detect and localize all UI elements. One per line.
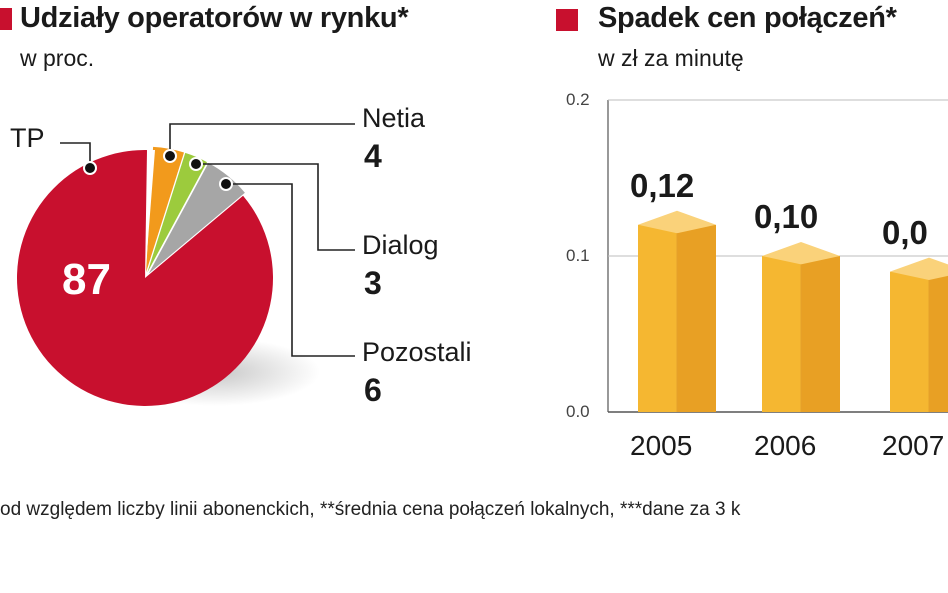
bar-2005 [638, 210, 716, 412]
bar-2006 [762, 242, 840, 412]
slice-label-pozostali: Pozostali [362, 337, 472, 367]
bar-value-label: 0,10 [754, 198, 819, 235]
pie-title-marker [0, 8, 12, 30]
slice-value-tp: 87 [62, 255, 111, 304]
bar-value-label: 0,12 [630, 166, 695, 204]
bar-subtitle: w zł za minutę [598, 45, 744, 71]
bar-side [677, 224, 716, 412]
bar-2007 [890, 257, 948, 412]
bar-side [929, 271, 948, 412]
bar-title: Spadek cen połączeń* [598, 2, 897, 34]
bar-face [638, 224, 677, 412]
x-tick-label: 2005 [630, 430, 693, 461]
bar-chart [638, 210, 948, 412]
slice-value-pozostali: 6 [364, 372, 382, 408]
x-tick-label: 2006 [754, 430, 817, 461]
leader-line-tp [60, 142, 91, 168]
leader-dot-tp [83, 161, 97, 175]
slice-value-netia: 4 [364, 138, 382, 174]
leader-dot-pozostali [219, 177, 233, 191]
bar-top [762, 242, 840, 265]
leader-line-dialog [196, 163, 355, 251]
bar-value-label: 0,0 [882, 213, 928, 251]
y-tick-label: 0.1 [566, 246, 590, 265]
x-tick-label: 2007 [882, 430, 945, 461]
slice-label-dialog: Dialog [362, 230, 439, 260]
leader-line-pozostali [226, 183, 355, 357]
slice-value-dialog: 3 [364, 265, 382, 301]
pie-slice-dialog [147, 152, 208, 273]
pie-slice-pozostali [148, 163, 245, 274]
bar-side [801, 256, 840, 412]
bar-face [762, 256, 801, 412]
leader-dot-netia [163, 149, 177, 163]
footnote: od względem liczby linii abonenckich, **… [0, 499, 741, 520]
bar-top [890, 257, 948, 280]
y-tick-label: 0.2 [566, 90, 590, 109]
bar-face [890, 271, 929, 412]
slice-label-netia: Netia [362, 103, 426, 133]
y-tick-label: 0.0 [566, 402, 590, 421]
pie-subtitle: w proc. [20, 45, 95, 71]
slice-label-tp: TP [10, 123, 45, 153]
pie-chart [17, 146, 274, 406]
pie-leader-lines [60, 123, 355, 357]
pie-slice-netia [146, 146, 185, 273]
pie-title: Udziały operatorów w rynku* [20, 2, 409, 34]
leader-line-netia [169, 123, 355, 156]
bar-top [638, 210, 716, 234]
pie-gap [145, 150, 155, 278]
bar-title-marker [556, 9, 578, 31]
leader-dot-dialog [189, 157, 203, 171]
